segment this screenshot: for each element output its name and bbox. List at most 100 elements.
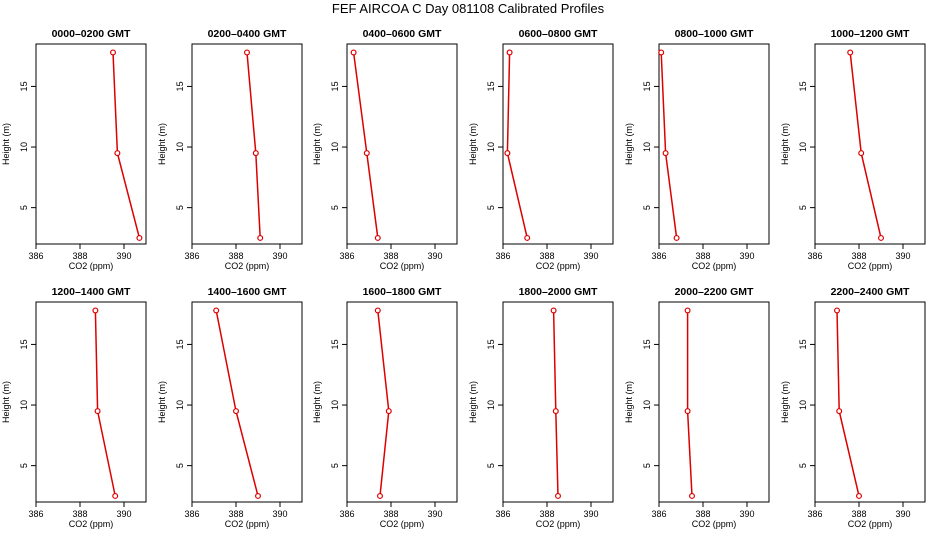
panel-10-series-line bbox=[686, 310, 693, 496]
panel-7-xlabel: CO2 (ppm) bbox=[225, 519, 270, 529]
panel-5-point-0 bbox=[847, 49, 854, 56]
panel-10-point-0 bbox=[684, 307, 691, 314]
panel-11-xlabel: CO2 (ppm) bbox=[848, 519, 893, 529]
panel-6-frame bbox=[35, 301, 147, 503]
panel-0-xtick-label-1: 388 bbox=[72, 251, 87, 261]
panel-4-ytick-label-1: 10 bbox=[642, 142, 652, 152]
panel-10-ylabel: Height (m) bbox=[624, 381, 634, 423]
panel-3-xtick-label-2: 390 bbox=[583, 251, 598, 261]
panel-4-series-line bbox=[660, 52, 678, 238]
panel-8-point-0 bbox=[374, 307, 381, 314]
panel-11-point-0 bbox=[833, 307, 840, 314]
panel-0-series-line bbox=[112, 52, 141, 239]
panel-4-ytick-label-0: 5 bbox=[642, 205, 652, 210]
panel-6-ytick-label-0: 5 bbox=[19, 463, 29, 468]
panel-1-title: 0200–0400 GMT bbox=[208, 28, 287, 40]
panel-2-xtick-label-2: 390 bbox=[427, 251, 442, 261]
panel-4-xtick-label-2: 390 bbox=[739, 251, 754, 261]
panel-11-ytick-label-1: 10 bbox=[798, 400, 808, 410]
panel-7-xtick-label-1: 388 bbox=[228, 509, 243, 519]
panel-10-ytick-label-0: 5 bbox=[642, 463, 652, 468]
panel-3-frame bbox=[502, 43, 614, 245]
panel-1-point-2 bbox=[257, 234, 264, 241]
panel-11-ylabel: Height (m) bbox=[780, 381, 790, 423]
panel-2-xtick-label-1: 388 bbox=[383, 251, 398, 261]
panel-2-series-line bbox=[352, 52, 379, 238]
panel-6-xtick-label-0: 386 bbox=[28, 509, 43, 519]
panel-11-ytick-label-2: 15 bbox=[798, 339, 808, 349]
panel-9-point-0 bbox=[550, 307, 557, 314]
panel-5-ytick-label-2: 15 bbox=[798, 81, 808, 91]
panel-6-point-2 bbox=[112, 492, 119, 499]
panel-9-ylabel: Height (m) bbox=[468, 381, 478, 423]
panel-3-xlabel: CO2 (ppm) bbox=[536, 261, 581, 271]
panel-4-point-0 bbox=[658, 49, 665, 56]
panel-5-xtick-label-0: 386 bbox=[807, 251, 822, 261]
panel-0-xtick-label-0: 386 bbox=[28, 251, 43, 261]
panel-11-xtick-label-1: 388 bbox=[851, 509, 866, 519]
panel-0-ytick-label-2: 15 bbox=[19, 81, 29, 91]
panel-10-title: 2000–2200 GMT bbox=[675, 286, 754, 298]
panel-10-point-1 bbox=[684, 408, 691, 415]
panel-10-xtick-label-1: 388 bbox=[695, 509, 710, 519]
panel-11-ytick-label-0: 5 bbox=[798, 463, 808, 468]
panel-11-series-line bbox=[836, 310, 860, 497]
panel-2-ytick-label-1: 10 bbox=[330, 142, 340, 152]
panel-6-xtick-label-1: 388 bbox=[72, 509, 87, 519]
panel-3-ytick-label-0: 5 bbox=[486, 205, 496, 210]
panel-8-ytick-label-1: 10 bbox=[330, 400, 340, 410]
panel-1-xtick-label-1: 388 bbox=[228, 251, 243, 261]
panel-9-point-1 bbox=[552, 408, 559, 415]
panel-3-point-1 bbox=[504, 150, 511, 157]
panel-8-point-1 bbox=[385, 408, 392, 415]
panel-8-xlabel: CO2 (ppm) bbox=[380, 519, 425, 529]
panel-5-ytick-label-1: 10 bbox=[798, 142, 808, 152]
panel-4-frame bbox=[658, 43, 770, 245]
panel-2-point-1 bbox=[363, 150, 370, 157]
panel-0-xtick-label-2: 390 bbox=[116, 251, 131, 261]
panel-4-point-1 bbox=[662, 150, 669, 157]
panel-2-point-0 bbox=[350, 49, 357, 56]
panel-7-point-2 bbox=[255, 492, 262, 499]
panel-10-xlabel: CO2 (ppm) bbox=[692, 519, 737, 529]
panel-7-point-0 bbox=[213, 307, 220, 314]
panel-5-frame bbox=[814, 43, 926, 245]
panel-10-xtick-label-0: 386 bbox=[651, 509, 666, 519]
panel-1-ylabel: Height (m) bbox=[157, 123, 167, 165]
panel-1-frame bbox=[191, 43, 303, 245]
panel-4-title: 0800–1000 GMT bbox=[675, 28, 754, 40]
panel-11-frame bbox=[814, 301, 926, 503]
panel-9-ytick-label-0: 5 bbox=[486, 463, 496, 468]
panel-9-series-line bbox=[552, 310, 559, 496]
panel-9-xtick-label-1: 388 bbox=[539, 509, 554, 519]
panel-8-series-line bbox=[377, 310, 390, 496]
panel-10-ytick-label-1: 10 bbox=[642, 400, 652, 410]
panel-1-ytick-label-2: 15 bbox=[175, 81, 185, 91]
panel-2-ytick-label-2: 15 bbox=[330, 81, 340, 91]
panel-10-point-2 bbox=[688, 492, 695, 499]
panel-3-point-0 bbox=[506, 49, 513, 56]
panel-5-xtick-label-2: 390 bbox=[895, 251, 910, 261]
panel-7-ylabel: Height (m) bbox=[157, 381, 167, 423]
panel-9-frame bbox=[502, 301, 614, 503]
panel-3-series-line bbox=[506, 52, 528, 239]
panel-3-xtick-label-0: 386 bbox=[495, 251, 510, 261]
panel-2-title: 0400–0600 GMT bbox=[363, 28, 442, 40]
panel-0-point-2 bbox=[136, 234, 143, 241]
panel-0-title: 0000–0200 GMT bbox=[52, 28, 131, 40]
panel-8-xtick-label-2: 390 bbox=[427, 509, 442, 519]
panel-8-ylabel: Height (m) bbox=[312, 381, 322, 423]
panel-5-series-line bbox=[849, 52, 882, 239]
panel-6-point-0 bbox=[92, 307, 99, 314]
panel-8-ytick-label-0: 5 bbox=[330, 463, 340, 468]
panel-11-point-1 bbox=[836, 408, 843, 415]
panel-3-xtick-label-1: 388 bbox=[539, 251, 554, 261]
panel-6-ylabel: Height (m) bbox=[1, 381, 11, 423]
panel-4-ytick-label-2: 15 bbox=[642, 81, 652, 91]
panel-0-point-1 bbox=[114, 150, 121, 157]
panel-11-xtick-label-0: 386 bbox=[807, 509, 822, 519]
panel-6-xtick-label-2: 390 bbox=[116, 509, 131, 519]
panel-1-ytick-label-1: 10 bbox=[175, 142, 185, 152]
panel-6-xlabel: CO2 (ppm) bbox=[69, 519, 114, 529]
